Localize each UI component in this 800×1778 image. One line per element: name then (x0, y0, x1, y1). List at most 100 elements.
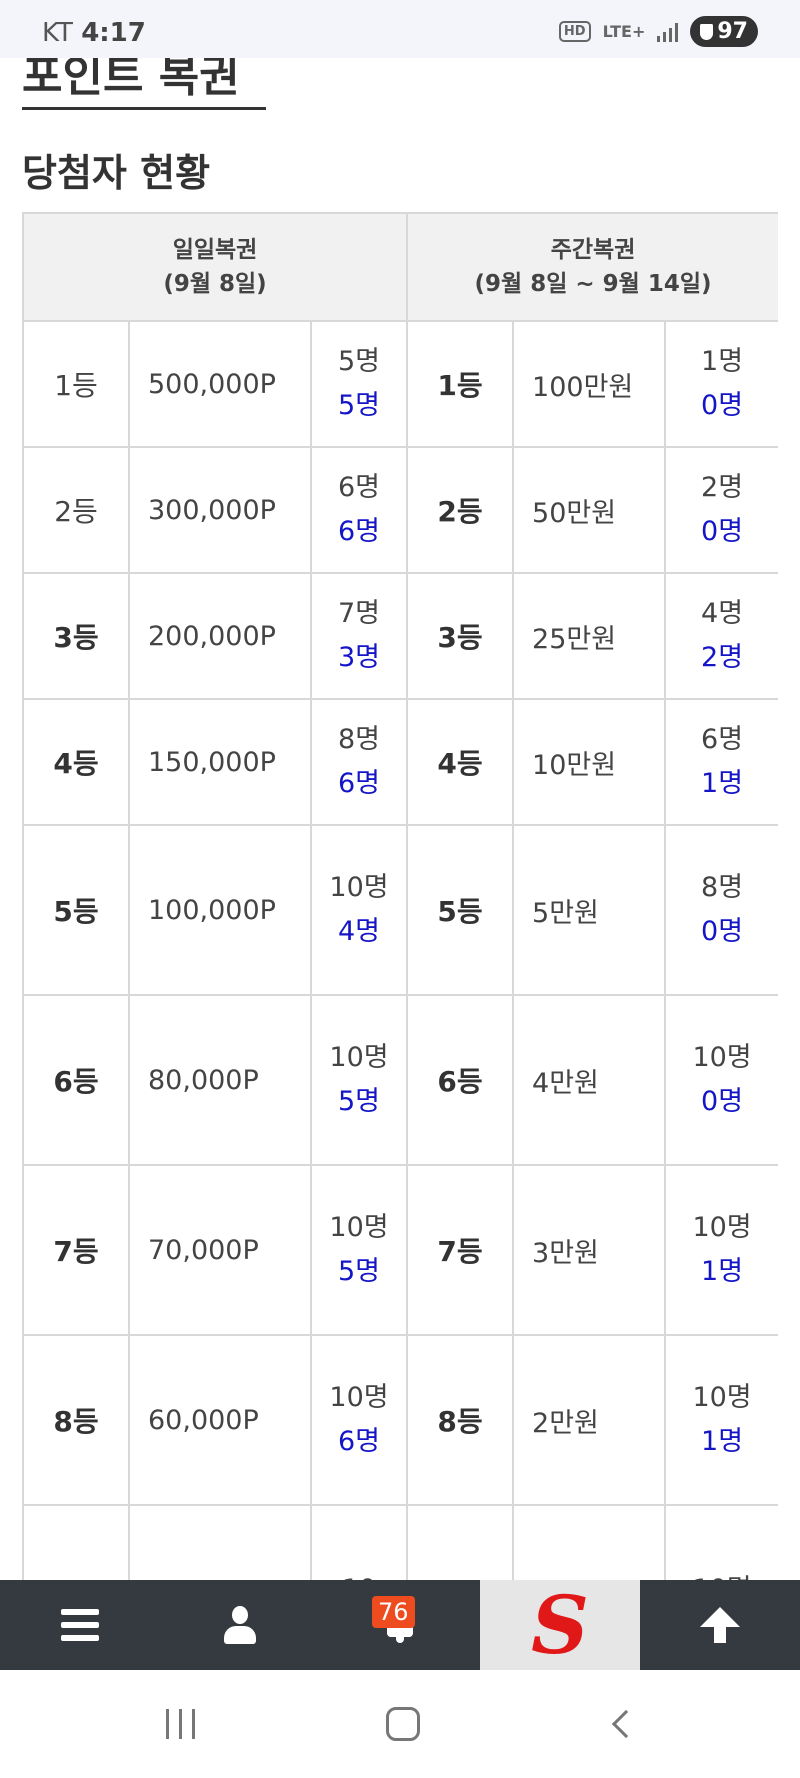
weekly-prize: 25만원 (512, 572, 667, 700)
weekly-rank: 2등 (406, 446, 515, 574)
bottom-nav (0, 1580, 800, 1670)
weekly-lottery-name: 주간복권 (550, 237, 636, 263)
winner-count: 5명 (338, 1256, 381, 1287)
daily-prize: 300,000P (128, 446, 312, 574)
weekly-rank: 6등 (406, 994, 515, 1166)
daily-count: 8명 6명 (309, 698, 409, 826)
winner-quota: 5명 (338, 346, 381, 377)
daily-prize: 60,000P (128, 1334, 312, 1506)
site-logo-button[interactable]: S (480, 1580, 640, 1670)
winner-quota: 1명 (701, 346, 744, 377)
winner-quota: 10명 (329, 1212, 389, 1243)
recents-button[interactable] (130, 1670, 230, 1778)
daily-lottery-period: (9월 8일) (163, 271, 267, 297)
page-title-container: 포인트 복권 (22, 30, 266, 110)
winner-quota: 10명 (329, 1382, 389, 1413)
hd-voice-icon: HD (558, 21, 591, 42)
weekly-prize: 3만원 (512, 1164, 667, 1336)
weekly-count: 6명 1명 (664, 698, 778, 826)
system-nav-bar (0, 1670, 800, 1778)
winner-count: 5명 (338, 1086, 381, 1117)
weekly-rank: 7등 (406, 1164, 515, 1336)
winner-count: 3명 (338, 642, 381, 673)
table-row: 8등 60,000P 10명 6명 8등 2만원 10명 1명 (22, 1334, 778, 1506)
table-row: 3등 200,000P 7명 3명 3등 25만원 4명 2명 (22, 572, 778, 700)
network-type: LTE+ (602, 21, 646, 41)
back-button[interactable] (576, 1670, 676, 1778)
scroll-top-button[interactable] (640, 1580, 800, 1670)
weekly-rank (406, 1504, 515, 1580)
weekly-count: 10명 0명 (664, 994, 778, 1166)
daily-rank: 3등 (22, 572, 130, 700)
winner-quota: 10 (316, 1568, 402, 1580)
weekly-prize (512, 1504, 667, 1580)
status-carrier: KT 4:17 (42, 18, 146, 48)
weekly-rank: 4등 (406, 698, 515, 826)
weekly-count: 10명 1명 (664, 1334, 778, 1506)
daily-prize (128, 1504, 312, 1580)
daily-prize: 100,000P (128, 824, 312, 996)
winner-count: 6명 (338, 1426, 381, 1457)
winner-quota: 10명 (692, 1042, 752, 1073)
page-title: 포인트 복권 (22, 51, 240, 102)
daily-prize: 70,000P (128, 1164, 312, 1336)
winner-quota: 2명 (701, 472, 744, 503)
daily-count: 7명 3명 (309, 572, 409, 700)
daily-prize: 150,000P (128, 698, 312, 826)
weekly-count: 1명 0명 (664, 320, 778, 448)
weekly-count: 10명 1명 (664, 1164, 778, 1336)
weekly-prize: 5만원 (512, 824, 667, 996)
daily-rank: 2등 (22, 446, 130, 574)
table-row: 6등 80,000P 10명 5명 6등 4만원 10명 0명 (22, 994, 778, 1166)
daily-rank (22, 1504, 130, 1580)
table-row: 4등 150,000P 8명 6명 4등 10만원 6명 1명 (22, 698, 778, 826)
daily-count: 10명 5명 (309, 1164, 409, 1336)
winner-count: 6명 (338, 516, 381, 547)
menu-button[interactable] (0, 1580, 160, 1670)
winner-quota: 10명 (329, 1042, 389, 1073)
weekly-rank: 3등 (406, 572, 515, 700)
winner-count: 5명 (338, 390, 381, 421)
winner-count: 1명 (701, 768, 744, 799)
daily-count: 10 (309, 1504, 409, 1580)
daily-count: 10명 4명 (309, 824, 409, 996)
winner-count: 0명 (701, 516, 744, 547)
daily-lottery-name: 일일복권 (172, 237, 258, 263)
winners-table-container[interactable]: 일일복권 (9월 8일) 주간복권 (9월 8일 ~ 9월 14일) 1등 500… (22, 212, 778, 1580)
winner-count: 0명 (701, 1086, 744, 1117)
home-button[interactable] (353, 1670, 453, 1778)
winner-count: 4명 (338, 916, 381, 947)
winner-count: 2명 (701, 642, 744, 673)
winner-quota: 10명 (692, 1212, 752, 1243)
winner-quota: 10명 (692, 1382, 752, 1413)
rank-rows: 1등 500,000P 5명 5명 1등 100만원 1명 0명 2등 300,000P 6명 6명 2… (22, 320, 778, 1580)
profile-button[interactable] (160, 1580, 320, 1670)
table-row: 1등 500,000P 5명 5명 1등 100만원 1명 0명 (22, 320, 778, 448)
daily-prize: 500,000P (128, 320, 312, 448)
home-icon (386, 1707, 420, 1741)
table-row: 7등 70,000P 10명 5명 7등 3만원 10명 1명 (22, 1164, 778, 1336)
table-header-row: 일일복권 (9월 8일) 주간복권 (9월 8일 ~ 9월 14일) (22, 212, 778, 322)
daily-rank: 1등 (22, 320, 130, 448)
winner-quota: 4명 (701, 598, 744, 629)
daily-rank: 8등 (22, 1334, 130, 1506)
table-row: 2등 300,000P 6명 6명 2등 50만원 2명 0명 (22, 446, 778, 574)
weekly-count: 8명 0명 (664, 824, 778, 996)
daily-rank: 7등 (22, 1164, 130, 1336)
weekly-rank: 5등 (406, 824, 515, 996)
weekly-prize: 100만원 (512, 320, 667, 448)
daily-prize: 80,000P (128, 994, 312, 1166)
shield-icon (700, 23, 714, 40)
status-bar: KT 4:17 HD LTE+ 97 (0, 0, 800, 58)
weekly-count: 4명 2명 (664, 572, 778, 700)
winner-quota: 8명 (701, 872, 744, 903)
winner-count: 1명 (701, 1256, 744, 1287)
notification-badge: 76 (372, 1596, 415, 1628)
daily-count: 6명 6명 (309, 446, 409, 574)
daily-lottery-header: 일일복권 (9월 8일) (22, 212, 409, 322)
table-row: 5등 100,000P 10명 4명 5등 5만원 8명 0명 (22, 824, 778, 996)
weekly-rank: 1등 (406, 320, 515, 448)
weekly-lottery-period: (9월 8일 ~ 9월 14일) (474, 271, 712, 297)
daily-count: 10명 6명 (309, 1334, 409, 1506)
winner-count: 1명 (701, 1426, 744, 1457)
